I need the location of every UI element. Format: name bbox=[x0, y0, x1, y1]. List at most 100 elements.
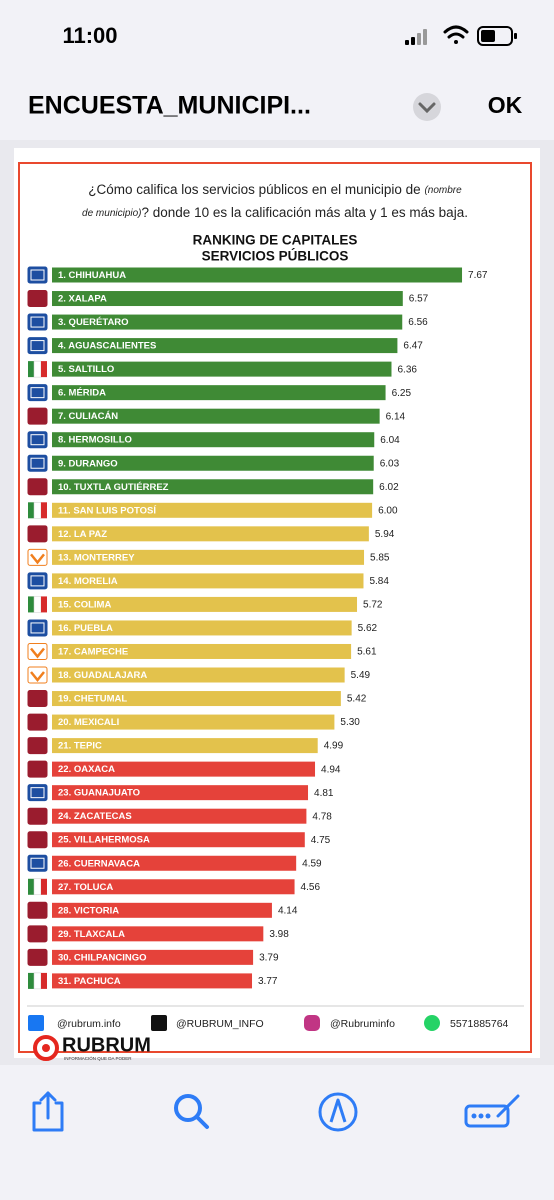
bar bbox=[52, 808, 307, 824]
party-logo-band bbox=[28, 361, 34, 378]
party-logo-band bbox=[28, 972, 34, 989]
bar bbox=[52, 832, 305, 848]
bar-label: 12. LA PAZ bbox=[58, 529, 107, 540]
value-label: 4.94 bbox=[321, 764, 341, 775]
party-logo bbox=[27, 407, 48, 425]
bar bbox=[52, 973, 253, 989]
party-logo-box bbox=[27, 690, 48, 708]
party-logo-band bbox=[41, 878, 47, 895]
party-logo-box bbox=[27, 642, 48, 660]
question-text: ¿Cómo califica los servicios públicos en… bbox=[88, 182, 420, 197]
value-label: 5.61 bbox=[357, 647, 377, 658]
question-placeholder: de municipio) bbox=[82, 208, 141, 219]
party-logo-box bbox=[27, 948, 48, 966]
done-button[interactable]: OK bbox=[488, 92, 523, 118]
party-logo-inner bbox=[30, 340, 45, 352]
party-logo-band bbox=[28, 596, 34, 613]
party-logo-band bbox=[41, 596, 47, 613]
clock: 11:00 bbox=[62, 23, 117, 48]
x-handle: @RUBRUM_INFO bbox=[176, 1018, 264, 1030]
bar-label: 15. COLIMA bbox=[58, 599, 111, 610]
value-label: 5.84 bbox=[369, 576, 389, 587]
bar-label: 6. MÉRIDA bbox=[58, 388, 106, 399]
bar bbox=[52, 291, 403, 307]
question-line-2: de municipio)? donde 10 es la calificaci… bbox=[82, 205, 468, 220]
value-label: 6.03 bbox=[380, 458, 400, 469]
party-logo-box bbox=[27, 619, 48, 637]
party-logo-band bbox=[41, 361, 47, 378]
party-logo-box bbox=[27, 666, 48, 684]
x-icon bbox=[151, 1015, 167, 1031]
bar-label: 1. CHIHUAHUA bbox=[58, 270, 126, 281]
party-logo-band bbox=[33, 972, 42, 990]
brand-name: RUBRUM bbox=[62, 1034, 151, 1056]
party-logo-box bbox=[27, 384, 48, 402]
party-logo-box bbox=[27, 337, 48, 355]
bar bbox=[52, 408, 380, 424]
party-logo bbox=[27, 619, 48, 637]
party-logo bbox=[27, 925, 48, 943]
value-label: 6.14 bbox=[386, 411, 406, 422]
party-logo-box bbox=[27, 454, 48, 472]
party-logo bbox=[27, 854, 48, 872]
bar-label: 24. ZACATECAS bbox=[58, 811, 132, 822]
bar-label: 9. DURANGO bbox=[58, 458, 118, 469]
party-logo bbox=[27, 337, 48, 355]
value-label: 5.62 bbox=[358, 623, 378, 634]
instagram-icon bbox=[304, 1015, 320, 1031]
party-logo-inner bbox=[30, 269, 45, 281]
value-label: 7.67 bbox=[468, 270, 488, 281]
search-button[interactable] bbox=[174, 1094, 209, 1129]
party-logo-band bbox=[41, 972, 47, 989]
signal-icon bbox=[405, 29, 427, 45]
value-label: 5.85 bbox=[370, 553, 390, 564]
party-logo-inner bbox=[30, 387, 45, 399]
value-label: 6.36 bbox=[397, 364, 417, 375]
share-button[interactable] bbox=[32, 1091, 64, 1132]
bar-label: 3. QUERÉTARO bbox=[58, 317, 129, 328]
bar bbox=[52, 949, 254, 965]
question-line-1: ¿Cómo califica los servicios públicos en… bbox=[88, 182, 462, 197]
party-logo-band bbox=[28, 502, 34, 519]
party-logo bbox=[27, 290, 48, 308]
party-logo-box bbox=[27, 313, 48, 331]
party-logo-box bbox=[27, 548, 48, 566]
bar bbox=[52, 573, 364, 589]
brand-logo-dot bbox=[42, 1044, 50, 1052]
party-logo bbox=[28, 360, 47, 378]
value-label: 6.56 bbox=[408, 317, 428, 328]
bar-label: 23. GUANAJUATO bbox=[58, 788, 140, 799]
title-menu-button[interactable] bbox=[413, 93, 441, 121]
value-label: 6.47 bbox=[403, 341, 423, 352]
value-label: 6.25 bbox=[392, 388, 412, 399]
bar-label: 4. AGUASCALIENTES bbox=[58, 341, 156, 352]
party-logo bbox=[27, 384, 48, 402]
bar bbox=[52, 926, 264, 942]
bar bbox=[52, 714, 335, 730]
party-logo-box bbox=[27, 713, 48, 731]
value-label: 5.72 bbox=[363, 600, 383, 611]
value-label: 3.79 bbox=[259, 953, 279, 964]
question-text: ? donde 10 es la calificación más alta y… bbox=[142, 205, 468, 220]
party-logo-box bbox=[27, 901, 48, 919]
facebook-handle: @rubrum.info bbox=[57, 1018, 121, 1030]
bar-label: 10. TUXTLA GUTIÉRREZ bbox=[58, 482, 169, 493]
party-logo-box bbox=[27, 525, 48, 543]
party-logo-box bbox=[27, 925, 48, 943]
party-logo-inner bbox=[30, 857, 45, 869]
party-logo bbox=[27, 807, 48, 825]
party-logo-inner bbox=[30, 316, 45, 328]
edit-button[interactable] bbox=[464, 1094, 520, 1128]
bar bbox=[52, 502, 373, 518]
bar bbox=[52, 361, 392, 377]
bar bbox=[52, 879, 295, 895]
bar-label: 26. CUERNAVACA bbox=[58, 858, 140, 869]
bar-chart: 1. CHIHUAHUA 7.67 2. XALAPA 6.57 3. QUERÉTAR… bbox=[27, 266, 488, 990]
instagram-handle: @Rubruminfo bbox=[330, 1018, 395, 1030]
party-logo bbox=[27, 266, 48, 284]
party-logo-box bbox=[27, 290, 48, 308]
party-logo-box bbox=[27, 431, 48, 449]
bar bbox=[52, 267, 463, 283]
markup-button[interactable] bbox=[318, 1092, 358, 1132]
